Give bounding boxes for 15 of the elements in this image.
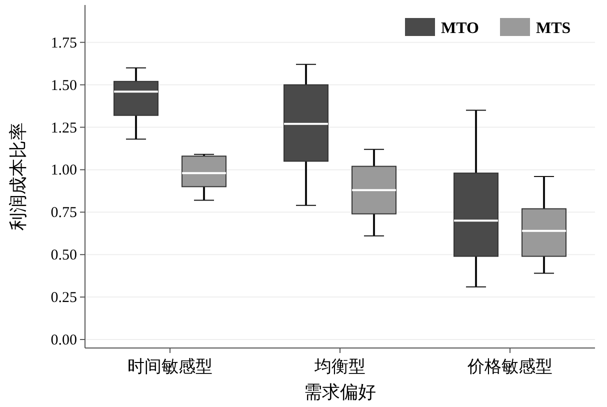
x-tick-label: 价格敏感型	[466, 357, 552, 376]
y-axis-title: 利润成本比率	[8, 122, 28, 230]
y-tick-label: 0.50	[50, 248, 77, 264]
y-tick-label: 1.50	[50, 78, 77, 94]
y-tick-label: 1.00	[50, 162, 77, 179]
y-tick-label: 0.75	[50, 205, 77, 222]
legend-label: MTS	[536, 20, 571, 37]
y-tick-label: 0.25	[50, 290, 77, 306]
y-tick-label: 1.75	[50, 35, 77, 52]
x-tick-label: 时间敏感型	[128, 357, 212, 376]
legend-label: MTO	[441, 20, 479, 37]
y-tick-label: 0.00	[50, 332, 77, 349]
x-tick-label: 均衡型	[314, 357, 366, 376]
x-axis-title: 需求偏好	[304, 382, 376, 402]
y-tick-label: 1.25	[50, 120, 77, 136]
